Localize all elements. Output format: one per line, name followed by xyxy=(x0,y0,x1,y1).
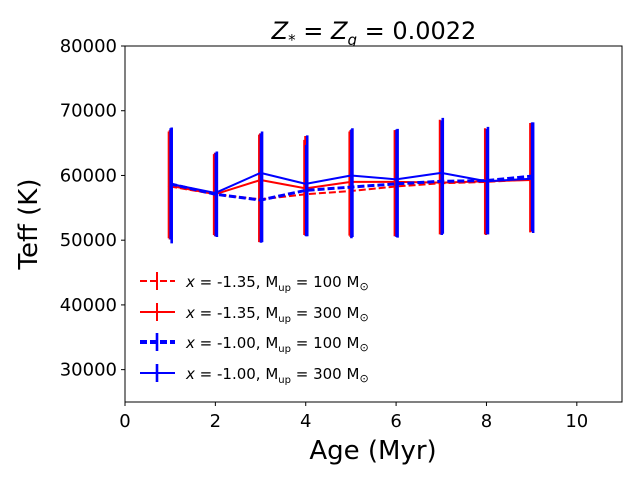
legend-label-1: x = -1.35, Mup = 300 M⊙ xyxy=(185,304,369,325)
y-tick-label-50000: 50000 xyxy=(60,230,117,251)
y-tick-label-40000: 40000 xyxy=(60,295,117,316)
x-tick-label-8: 8 xyxy=(481,411,492,432)
point-3-3 xyxy=(306,183,309,185)
point-3-8 xyxy=(532,177,534,180)
y-tick-label-80000: 80000 xyxy=(60,36,117,57)
chart-title: Z* = Zg = 0.0022 xyxy=(271,17,477,49)
legend-entry-0: x = -1.35, Mup = 100 M⊙ xyxy=(140,272,369,294)
x-tick-label-2: 2 xyxy=(210,411,221,432)
point-3-2 xyxy=(261,172,263,174)
y-axis-label: Teff (K) xyxy=(14,179,44,271)
y-tick-label-30000: 30000 xyxy=(60,360,117,381)
series-line-3 xyxy=(169,171,532,194)
y-tick-label-60000: 60000 xyxy=(60,165,117,186)
x-axis-label: Age (Myr) xyxy=(309,436,436,466)
legend-label-2: x = -1.00, Mup = 100 M⊙ xyxy=(185,334,369,355)
y-axis-ticks: 30000 40000 50000 60000 70000 80000 xyxy=(60,36,125,381)
point-3-4 xyxy=(351,174,354,177)
x-tick-label-0: 0 xyxy=(119,411,130,432)
legend-label-3: x = -1.00, Mup = 300 M⊙ xyxy=(185,365,369,386)
series-3 xyxy=(169,117,535,244)
legend-entry-1: x = -1.35, Mup = 300 M⊙ xyxy=(140,303,369,325)
plot-area: x = -1.35, Mup = 100 M⊙ x = -1.35, Mup = … xyxy=(124,45,623,403)
legend: x = -1.35, Mup = 100 M⊙ x = -1.35, Mup = … xyxy=(140,272,369,386)
legend-entry-3: x = -1.00, Mup = 300 M⊙ xyxy=(140,364,369,386)
x-tick-label-6: 6 xyxy=(390,411,401,432)
point-3-6 xyxy=(441,172,444,174)
legend-label-0: x = -1.35, Mup = 100 M⊙ xyxy=(185,273,369,294)
plot-frame xyxy=(125,46,622,402)
y-tick-label-70000: 70000 xyxy=(60,101,117,122)
point-3-1 xyxy=(216,192,218,194)
x-axis-ticks: 0 2 4 6 8 10 xyxy=(119,402,588,432)
series-layer xyxy=(167,117,535,244)
x-tick-label-4: 4 xyxy=(300,411,311,432)
plot-border xyxy=(124,45,623,403)
point-3-5 xyxy=(396,178,399,181)
legend-entry-2: x = -1.00, Mup = 100 M⊙ xyxy=(140,333,369,355)
x-tick-label-10: 10 xyxy=(565,411,588,432)
point-3-0 xyxy=(170,183,173,185)
point-3-7 xyxy=(487,180,489,183)
